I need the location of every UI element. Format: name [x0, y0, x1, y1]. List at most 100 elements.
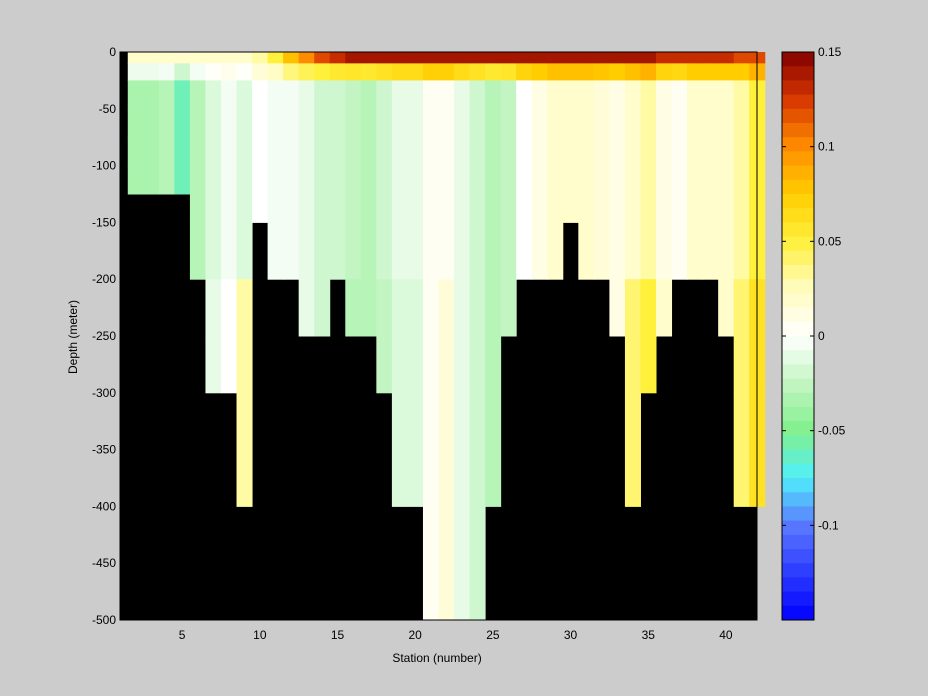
section-cell — [485, 52, 502, 64]
section-cell — [345, 108, 362, 138]
section-cell — [687, 222, 704, 280]
section-cell — [422, 137, 439, 167]
section-cell — [500, 52, 517, 64]
section-cell — [345, 137, 362, 167]
section-cell — [593, 80, 610, 110]
section-cell — [733, 392, 750, 507]
section-cell — [485, 392, 502, 507]
section-cell — [640, 80, 657, 110]
section-cell — [656, 52, 673, 64]
section-cell — [407, 279, 424, 337]
section-cell — [422, 279, 439, 337]
section-cell — [252, 52, 269, 64]
section-cell — [438, 194, 455, 223]
section-cell — [236, 52, 253, 64]
section-cell — [220, 165, 238, 195]
section-cell — [158, 137, 175, 167]
section-cell — [593, 165, 610, 195]
section-cell — [298, 137, 315, 167]
colorbar-band — [782, 563, 814, 578]
section-cell — [578, 194, 595, 223]
section-cell — [733, 63, 750, 81]
section-cell — [252, 80, 269, 110]
section-cell — [189, 194, 206, 223]
section-cell — [345, 165, 362, 195]
section-cell — [407, 336, 424, 394]
section-cell — [360, 194, 377, 223]
section-cell — [562, 194, 579, 223]
y-tick-label: -200 — [92, 272, 116, 286]
section-cell — [407, 137, 424, 167]
section-cell — [718, 222, 735, 280]
section-cell — [624, 336, 641, 394]
colorbar-band — [782, 336, 814, 351]
colorbar-band — [782, 265, 814, 280]
section-cell — [500, 63, 517, 81]
colorbar-band — [782, 222, 814, 238]
section-cell — [516, 194, 533, 223]
section-cell — [283, 222, 300, 280]
section-cell — [283, 194, 300, 223]
section-cell — [158, 52, 175, 64]
section-cell — [500, 137, 517, 167]
section-cell — [733, 279, 750, 337]
section-cell — [687, 108, 704, 138]
colorbar-tick-label: 0 — [818, 329, 825, 343]
colorbar-band — [782, 435, 814, 451]
colorbar-band — [782, 577, 814, 593]
section-cell — [220, 279, 238, 337]
section-cell — [593, 52, 610, 64]
section-cell — [376, 63, 393, 81]
section-cell — [687, 194, 704, 223]
section-cell — [438, 506, 455, 621]
section-cell — [624, 194, 641, 223]
colorbar-tick-label: 0.05 — [818, 234, 842, 248]
section-cell — [733, 137, 750, 167]
section-cell — [500, 80, 517, 110]
section-cell — [562, 52, 579, 64]
section-cell — [454, 137, 471, 167]
section-cell — [469, 63, 486, 81]
colorbar-band — [782, 463, 814, 479]
colorbar-band — [782, 208, 814, 223]
section-cell — [469, 194, 486, 223]
section-cell — [329, 52, 346, 64]
section-cell — [438, 63, 455, 81]
section-cell — [189, 137, 206, 167]
section-cell — [205, 52, 222, 64]
section-cell — [360, 108, 377, 138]
section-cell — [407, 165, 424, 195]
section-cell — [547, 63, 564, 81]
section-cell — [158, 108, 175, 138]
y-tick-label: -250 — [92, 329, 116, 343]
x-axis: 5 10 15 20 25 30 35 40 — [179, 615, 733, 642]
colorbar-band — [782, 179, 814, 195]
section-cell — [391, 165, 408, 195]
section-cell — [671, 108, 688, 138]
colorbar-band — [782, 605, 814, 621]
section-cell — [702, 137, 719, 167]
section-cell — [236, 222, 253, 280]
colorbar-band — [782, 307, 814, 323]
section-cell — [562, 165, 579, 195]
section-cell — [329, 222, 346, 280]
section-cell — [718, 165, 735, 195]
colorbar-band — [782, 236, 814, 252]
section-cell — [329, 165, 346, 195]
section-cell — [516, 63, 533, 81]
section-cell — [640, 279, 657, 337]
section-cell — [205, 194, 222, 223]
section-cell — [360, 137, 377, 167]
section-cell — [671, 80, 688, 110]
section-cell — [391, 80, 408, 110]
section-cell — [438, 52, 455, 64]
section-cell — [407, 392, 424, 507]
section-cell — [718, 63, 735, 81]
colorbar-axis: 0.15 0.1 0.05 0 -0.05 -0.1 — [782, 45, 846, 532]
section-cell — [702, 222, 719, 280]
section-cell — [298, 63, 315, 81]
section-cell — [360, 52, 377, 64]
section-cell — [516, 108, 533, 138]
colorbar-band — [782, 66, 814, 81]
section-cell — [593, 108, 610, 138]
